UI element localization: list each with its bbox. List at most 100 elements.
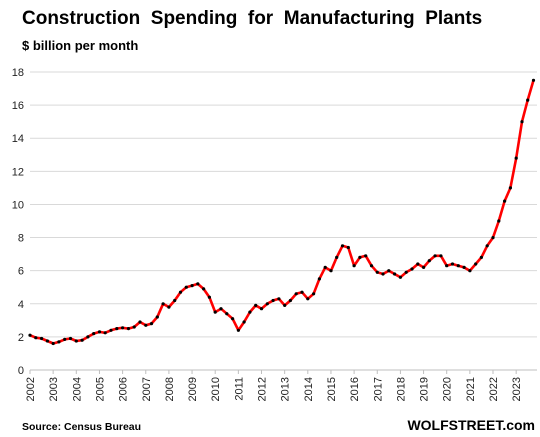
chart-title: Construction Spending for Manufacturing …	[22, 8, 482, 29]
data-point	[300, 290, 304, 294]
plot-area	[28, 78, 536, 346]
x-tick-label: 2004	[71, 377, 83, 401]
data-point	[184, 285, 188, 289]
data-point	[514, 156, 518, 160]
y-tick-label: 0	[18, 365, 24, 377]
data-point	[306, 297, 310, 301]
data-point	[491, 236, 495, 240]
data-point	[381, 272, 385, 276]
data-point	[283, 303, 287, 307]
x-tick-label: 2019	[419, 377, 431, 401]
data-point	[468, 269, 472, 273]
data-point	[503, 199, 507, 203]
data-point	[149, 322, 154, 326]
data-point	[288, 298, 292, 303]
data-point	[68, 336, 73, 341]
x-tick-label: 2007	[141, 377, 153, 401]
data-point	[497, 219, 501, 223]
y-tick-label: 16	[12, 100, 24, 112]
data-point	[51, 341, 55, 346]
x-tick-label: 2008	[164, 377, 176, 401]
source-note: Source: Census Bureau	[22, 421, 141, 433]
data-point	[207, 295, 211, 299]
x-tick-label: 2012	[257, 377, 269, 401]
data-point	[242, 320, 246, 324]
y-tick-label: 14	[12, 133, 24, 145]
data-point	[202, 287, 206, 291]
data-point	[121, 326, 125, 330]
data-point	[462, 265, 466, 269]
x-tick-label: 2020	[442, 377, 454, 401]
data-point	[74, 339, 78, 343]
y-tick-label: 8	[18, 233, 24, 245]
series-line	[28, 79, 535, 345]
data-point	[109, 328, 113, 332]
data-point	[479, 255, 483, 259]
data-point	[474, 262, 478, 266]
x-axis: 2002 2003 2004 2005 2006 2007 2008 2009 2010 2011…	[25, 369, 537, 401]
data-point	[80, 338, 84, 342]
data-point	[63, 337, 67, 341]
x-tick-label: 2014	[303, 377, 315, 401]
data-point	[225, 312, 229, 316]
data-point	[236, 328, 240, 332]
data-point	[387, 269, 391, 273]
data-point	[329, 269, 333, 273]
data-point	[138, 320, 142, 324]
y-tick-label: 4	[18, 299, 24, 311]
brand-label: WOLFSTREET.com	[407, 417, 535, 433]
data-point	[294, 292, 298, 296]
data-point	[526, 98, 530, 102]
data-point	[352, 264, 356, 268]
data-point	[190, 284, 194, 288]
data-point	[45, 339, 50, 343]
data-point	[213, 310, 217, 314]
data-point	[40, 336, 44, 341]
data-point	[231, 317, 235, 321]
data-point	[358, 255, 362, 259]
data-point	[456, 264, 460, 268]
data-point	[346, 245, 350, 250]
data-point	[155, 315, 159, 319]
x-tick-label: 2013	[280, 377, 292, 401]
data-point	[277, 297, 281, 301]
data-point	[254, 303, 258, 307]
data-point	[375, 270, 379, 274]
data-point	[520, 120, 524, 124]
data-point	[34, 336, 38, 340]
data-point	[450, 262, 455, 266]
x-tick-label: 2018	[395, 377, 407, 401]
x-tick-label: 2006	[118, 377, 130, 401]
data-point	[173, 298, 177, 303]
x-tick-label: 2002	[25, 377, 37, 401]
data-point	[196, 282, 200, 286]
data-point	[335, 255, 339, 259]
data-point	[126, 327, 130, 331]
data-point	[97, 330, 102, 334]
x-tick-label: 2005	[94, 377, 106, 401]
x-tick-label: 2021	[465, 377, 477, 401]
data-point	[508, 186, 512, 190]
x-tick-label: 2022	[488, 377, 500, 401]
data-point	[323, 265, 327, 269]
y-tick-label: 18	[12, 67, 24, 79]
x-tick-label: 2003	[48, 377, 60, 401]
data-point	[86, 335, 90, 339]
data-point	[410, 267, 414, 271]
data-point	[259, 307, 264, 311]
y-tick-label: 2	[18, 332, 24, 344]
data-point	[398, 275, 402, 279]
data-point	[265, 302, 269, 306]
grid-lines	[30, 71, 537, 371]
data-point	[144, 323, 148, 327]
data-point	[57, 340, 61, 344]
data-point	[340, 244, 345, 248]
y-tick-label: 12	[12, 166, 24, 178]
data-point	[92, 332, 96, 336]
y-tick-label: 10	[12, 199, 24, 211]
x-tick-label: 2016	[349, 377, 361, 401]
data-point	[103, 331, 107, 335]
data-point	[445, 264, 449, 268]
data-point	[531, 78, 536, 82]
